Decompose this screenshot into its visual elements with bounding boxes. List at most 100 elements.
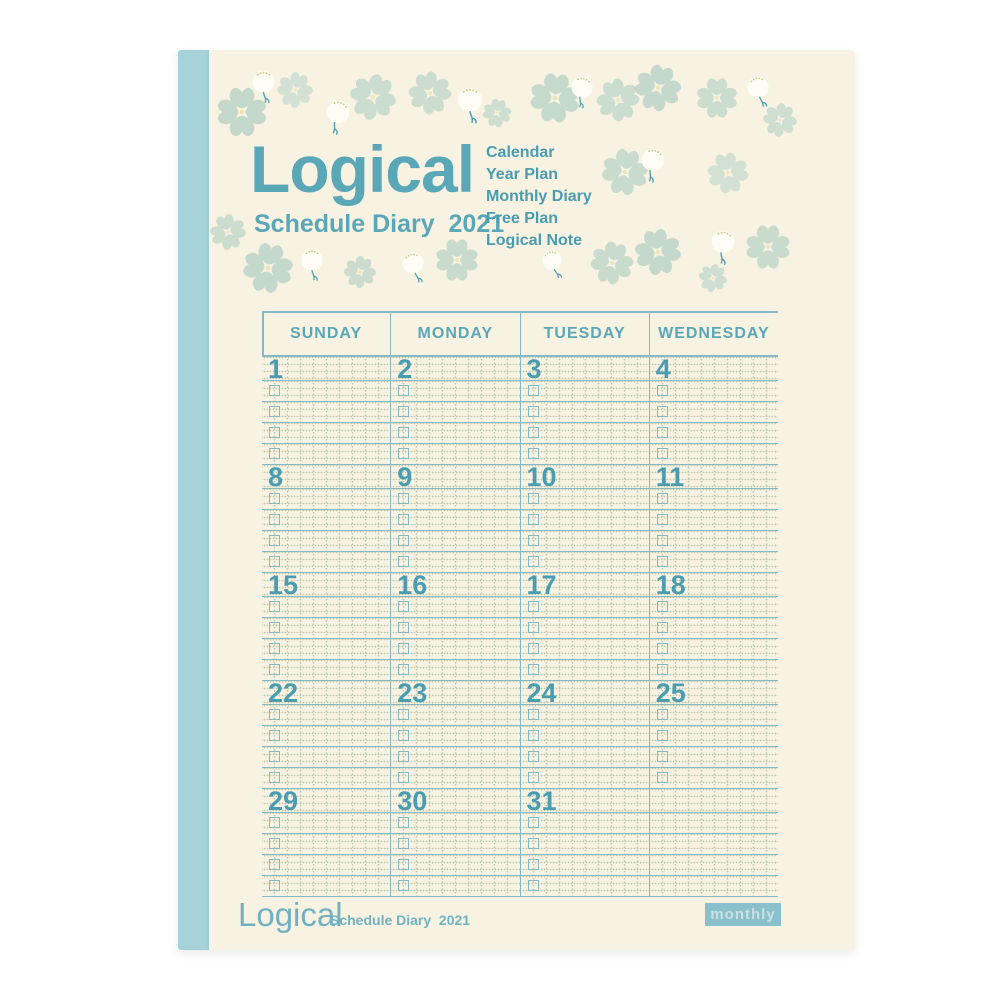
clover-icon (743, 222, 793, 277)
puffball-flower-icon (708, 230, 738, 279)
memo-cell (390, 381, 520, 402)
date-cell: 31 (519, 788, 649, 815)
memo-cell (390, 705, 520, 726)
clover-icon (275, 70, 315, 115)
memo-cell (262, 834, 391, 855)
date-cell: 4 (648, 356, 778, 383)
date-row: 22 23 24 25 (262, 678, 778, 708)
date-cell: 16 (390, 570, 520, 600)
checkbox-mark (656, 730, 668, 741)
checkbox-mark (527, 385, 539, 396)
checkbox-mark (527, 880, 539, 891)
date-number: 25 (655, 678, 686, 708)
checkbox-mark (269, 622, 280, 633)
date-cell: 23 (390, 678, 520, 708)
memo-cell (390, 768, 520, 789)
diary-cover: Logical Schedule Diary 2021 Calendar Year… (178, 50, 855, 950)
checkbox-mark (656, 643, 668, 654)
date-number: 23 (397, 678, 428, 708)
memo-row (262, 660, 778, 681)
memo-cell (648, 423, 778, 444)
memo-cell (648, 813, 778, 834)
checkbox-mark (527, 730, 539, 741)
feature-item: Year Plan (486, 166, 559, 183)
puffball-flower-icon (249, 70, 278, 118)
memo-cell (648, 510, 778, 531)
memo-cell (519, 705, 649, 726)
memo-row (262, 444, 778, 465)
checkbox-mark (398, 880, 410, 891)
memo-cell (519, 726, 649, 747)
memo-row (262, 726, 778, 747)
clover-icon (594, 76, 642, 129)
checkbox-mark (527, 664, 539, 675)
memo-cell (262, 747, 391, 768)
memo-cell (390, 726, 520, 747)
checkbox-mark (527, 709, 539, 720)
memo-cell (519, 768, 649, 789)
memo-row (262, 639, 778, 660)
checkbox-mark (656, 664, 668, 675)
checkbox-mark (269, 514, 280, 525)
checkbox-mark (398, 838, 410, 849)
date-number: 3 (526, 354, 542, 384)
clover-icon (342, 254, 378, 295)
feature-item: Monthly Diary (486, 188, 592, 205)
checkbox-mark (269, 772, 280, 783)
memo-cell (262, 639, 391, 660)
checkbox-mark (656, 535, 668, 546)
memo-cell (648, 531, 778, 552)
checkbox-mark (269, 880, 280, 891)
memo-cell (519, 660, 649, 681)
date-cell (648, 789, 778, 813)
date-number: 30 (397, 786, 428, 816)
date-row: 8 9 10 11 (262, 464, 778, 491)
memo-row (262, 768, 778, 789)
checkbox-mark (398, 859, 410, 870)
clover-icon (599, 146, 651, 203)
checkbox-mark (656, 772, 668, 783)
memo-cell (519, 423, 649, 444)
monthly-calendar-grid: SUNDAY MONDAY TUESDAY WEDNESDAY 1 2 3 4 8 9 10 11 15… (262, 311, 778, 897)
date-cell: 30 (390, 786, 520, 816)
checkbox-mark (527, 601, 539, 612)
memo-cell (519, 618, 649, 639)
checkbox-mark (269, 817, 280, 828)
date-cell: 10 (519, 464, 649, 491)
memo-cell (390, 531, 520, 552)
clover-icon (694, 75, 740, 126)
memo-cell (390, 444, 520, 465)
memo-cell (390, 510, 520, 531)
memo-row (262, 747, 778, 768)
checkbox-mark (656, 385, 668, 396)
date-cell: 18 (648, 572, 778, 599)
checkbox-mark (269, 730, 280, 741)
checkbox-mark (656, 556, 668, 567)
checkbox-mark (656, 427, 668, 438)
memo-row (262, 813, 778, 834)
memo-cell (519, 552, 649, 573)
memo-cell (648, 855, 778, 876)
clover-icon (632, 226, 684, 283)
checkbox-mark (656, 448, 668, 459)
checkbox-mark (269, 448, 280, 459)
date-number: 2 (397, 354, 413, 384)
footer-logo: Logical (238, 896, 343, 933)
date-cell: 24 (519, 680, 649, 707)
clover-icon (527, 70, 583, 131)
date-cell: 2 (390, 354, 520, 384)
checkbox-mark (398, 817, 410, 828)
memo-cell (648, 705, 778, 726)
memo-cell (390, 402, 520, 423)
checkbox-mark (656, 514, 668, 525)
memo-cell (648, 876, 778, 897)
date-cell: 1 (262, 356, 391, 383)
memo-cell (648, 402, 778, 423)
memo-cell (648, 726, 778, 747)
checkbox-mark (269, 838, 280, 849)
brand-title: Logical (250, 132, 475, 206)
footer-subtitle: Schedule Diary 2021 (330, 912, 471, 928)
date-row: 15 16 17 18 (262, 570, 778, 600)
date-number: 16 (397, 570, 428, 600)
checkbox-mark (269, 406, 280, 417)
